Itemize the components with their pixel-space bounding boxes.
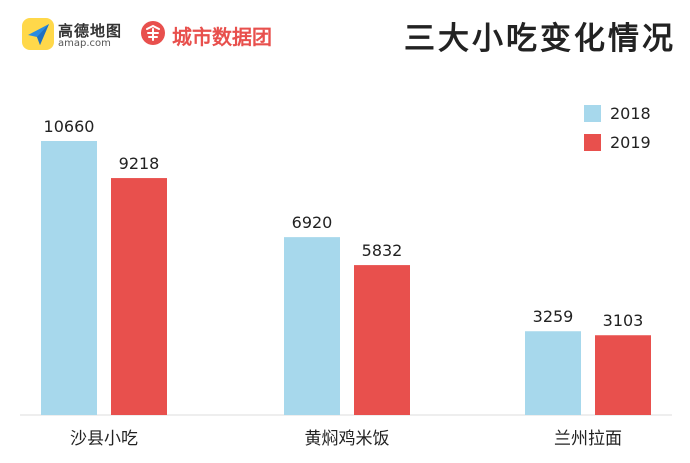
city-data-logo-icon: [141, 21, 165, 45]
amap-brand-name: 高德地图: [58, 22, 123, 40]
data-label-2018-1: 6920: [292, 213, 333, 232]
bar-2019-1: [354, 265, 410, 415]
data-label-2018-0: 10660: [44, 117, 95, 136]
bar-2019-0: [111, 178, 167, 415]
legend-swatch-2018: [584, 105, 601, 122]
data-label-2019-1: 5832: [362, 241, 403, 260]
chart-title: 三大小吃变化情况: [404, 21, 676, 57]
bar-2019-2: [595, 335, 651, 415]
category-label-2: 兰州拉面: [554, 429, 622, 449]
category-label-0: 沙县小吃: [70, 429, 138, 449]
paper-plane-icon: [22, 18, 54, 50]
data-label-2019-2: 3103: [603, 311, 644, 330]
amap-domain: amap.com: [58, 38, 111, 49]
legend-label-2019: 2019: [610, 133, 651, 152]
data-label-2019-0: 9218: [119, 154, 160, 173]
category-label-1: 黄焖鸡米饭: [305, 429, 390, 449]
data-label-2018-2: 3259: [533, 307, 574, 326]
bar-2018-1: [284, 237, 340, 415]
header: 高德地图 amap.com 城市数据团 三大小吃变化情况: [0, 0, 690, 70]
legend-swatch-2019: [584, 134, 601, 151]
bar-2018-2: [525, 331, 581, 415]
legend-label-2018: 2018: [610, 104, 651, 123]
bar-2018-0: [41, 141, 97, 415]
city-data-brand-name: 城市数据团: [172, 25, 272, 49]
